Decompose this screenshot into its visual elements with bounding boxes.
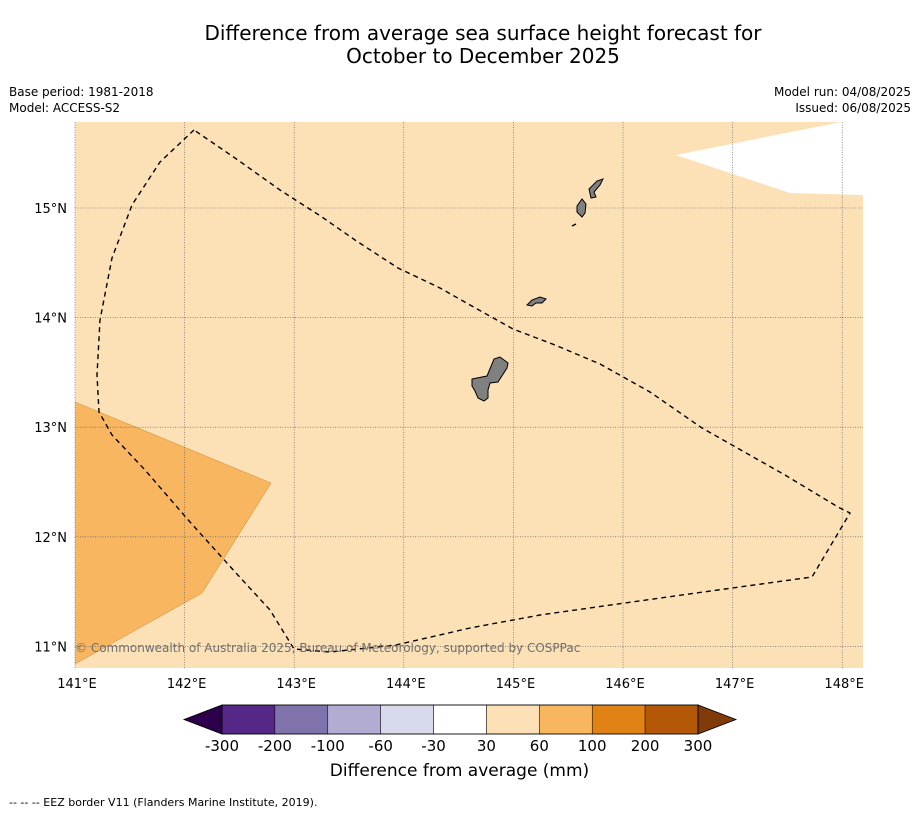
- chart-title: Difference from average sea surface heig…: [0, 22, 919, 68]
- colorbar-segment: [274, 704, 329, 735]
- colorbar-segment: [591, 704, 646, 735]
- lon-tick-label: 142°E: [167, 677, 207, 692]
- lat-tick-label: 13°N: [34, 421, 67, 436]
- colorbar-segment: [327, 704, 381, 735]
- gridlines: [74, 122, 863, 668]
- latitude-labels: 15°N 14°N 13°N 12°N 11°N: [34, 202, 67, 655]
- anomaly-60-100-region: [75, 402, 271, 664]
- lon-tick-label: 141°E: [57, 677, 97, 692]
- colorbar-outline: [221, 704, 699, 735]
- lon-tick-label: 148°E: [824, 677, 864, 692]
- colorbar-tick-label: 100: [578, 737, 607, 755]
- footer-legend: -- -- -- EEZ border V11 (Flanders Marine…: [9, 796, 318, 809]
- colorbar-extend-high: [697, 704, 738, 735]
- lon-tick-label: 147°E: [715, 677, 755, 692]
- islands: [471, 178, 604, 402]
- lon-tick-label: 146°E: [605, 677, 645, 692]
- colorbar-segment: [644, 704, 699, 735]
- issued-date: Issued: 06/08/2025: [795, 101, 911, 115]
- colorbar-tick-label: 60: [530, 737, 549, 755]
- colorbar-tick-label: 30: [477, 737, 496, 755]
- anomaly-near-zero-region: [676, 122, 863, 195]
- meta-left: Base period: 1981-2018 Model: ACCESS-S2: [9, 84, 154, 116]
- island-aguijan: [571, 223, 577, 227]
- contour-60-line: [74, 401, 272, 665]
- copyright-credit: © Commonwealth of Australia 2025, Bureau…: [75, 641, 581, 655]
- colorbar-tick-label: -300: [205, 737, 239, 755]
- lon-tick-label: 145°E: [496, 677, 536, 692]
- colorbar-tick-label: -60: [368, 737, 393, 755]
- model-name: Model: ACCESS-S2: [9, 101, 121, 115]
- lat-tick-label: 14°N: [34, 312, 67, 327]
- colorbar-tick-label: 200: [631, 737, 660, 755]
- model-run: Model run: 04/08/2025: [773, 85, 911, 99]
- lat-tick-label: 15°N: [34, 202, 67, 217]
- colorbar-segment: [539, 704, 593, 735]
- colorbar-segment: [433, 704, 487, 735]
- island-tinian: [576, 198, 587, 218]
- island-guam: [471, 356, 509, 402]
- meta-right: Model run: 04/08/2025 Issued: 06/08/2025: [774, 84, 911, 116]
- colorbar-tick-label: -100: [311, 737, 345, 755]
- lon-tick-label: 143°E: [276, 677, 316, 692]
- colorbar-segment: [221, 704, 276, 735]
- colorbar-tick-label: -200: [258, 737, 292, 755]
- title-line-2: October to December 2025: [346, 44, 620, 68]
- colorbar: -300 -200 -100 -60 -30 30 60 100 200 300: [182, 704, 738, 755]
- title-line-1: Difference from average sea surface heig…: [204, 21, 762, 45]
- colorbar-tick-label: -30: [421, 737, 446, 755]
- eez-border: [96, 129, 851, 653]
- colorbar-segment: [486, 704, 540, 735]
- base-period: Base period: 1981-2018: [9, 85, 154, 99]
- colorbar-tick-label: 300: [684, 737, 713, 755]
- colorbar-segment: [380, 704, 434, 735]
- island-rota: [525, 296, 547, 307]
- longitude-labels: 141°E 142°E 143°E 144°E 145°E 146°E 147°E 148°E: [57, 677, 864, 692]
- lat-tick-label: 11°N: [34, 640, 67, 655]
- colorbar-extend-low: [182, 704, 223, 735]
- island-saipan: [588, 178, 604, 199]
- colorbar-label: Difference from average (mm): [329, 761, 590, 781]
- lat-tick-label: 12°N: [34, 531, 67, 546]
- lon-tick-label: 144°E: [386, 677, 426, 692]
